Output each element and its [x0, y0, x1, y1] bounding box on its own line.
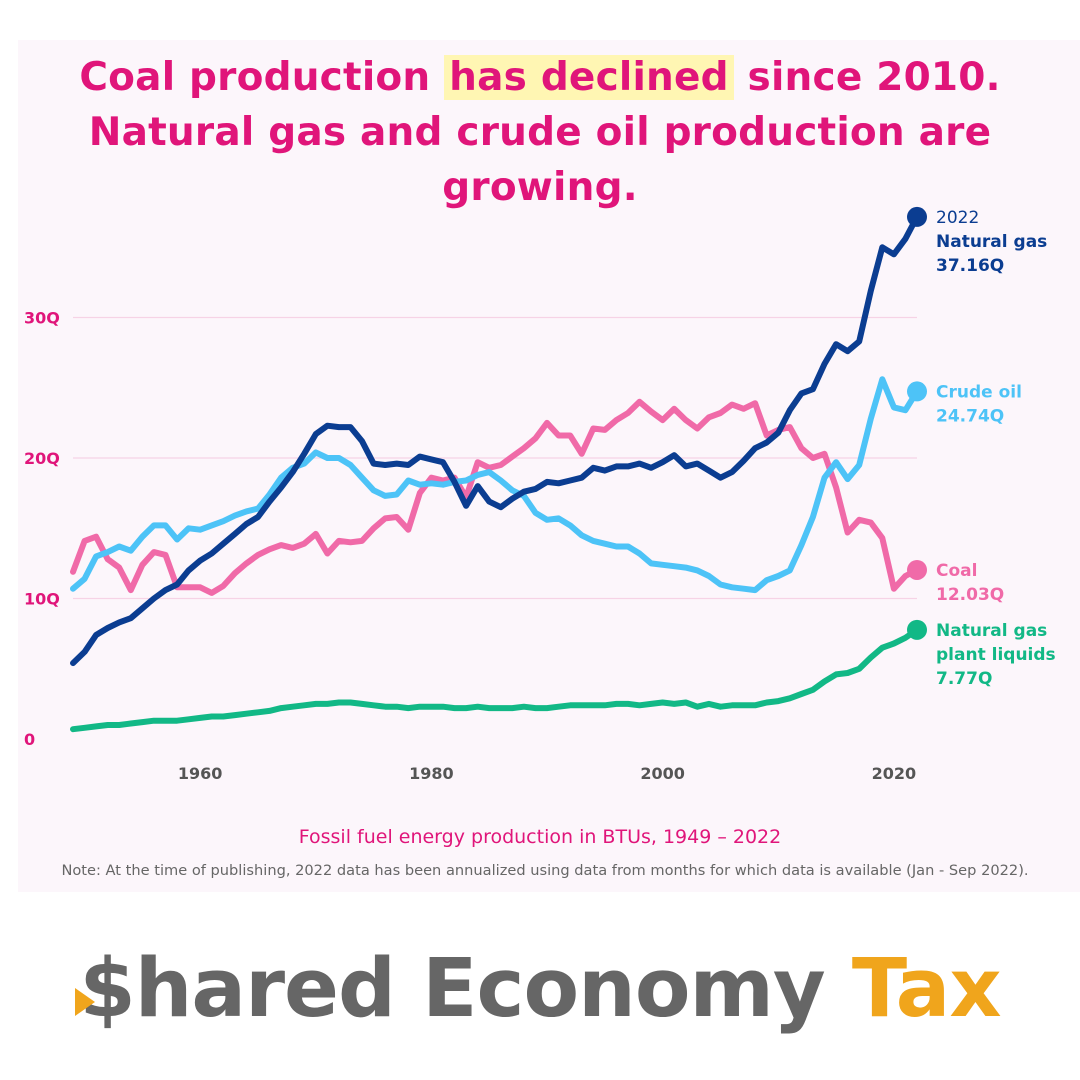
end-point-coal [907, 559, 927, 580]
brand-triangle-icon [75, 988, 96, 1016]
brand-word-shared-economy: hared Economy [134, 942, 852, 1036]
x-tick-label: 2020 [872, 764, 917, 783]
end-label-name: Natural gas [936, 232, 1047, 252]
series-line-natural-gas [70, 213, 920, 667]
chart-card [18, 40, 1080, 892]
y-tick-label: 30Q [24, 309, 60, 328]
end-point-natural-gas-plant-liquids [907, 619, 927, 640]
end-label-value: 12.03Q [936, 585, 1004, 605]
end-label-value: 7.77Q [936, 669, 992, 689]
brand-dollar: $ [75, 942, 136, 1036]
end-label-year: 2022 [936, 208, 979, 228]
end-label-name: Natural gas [936, 621, 1047, 641]
end-label-name: plant liquids [936, 645, 1056, 665]
end-label-name: Coal [936, 561, 977, 581]
y-tick-label: 0 [24, 730, 35, 749]
x-tick-label: 1960 [178, 764, 223, 783]
end-label-value: 37.16Q [936, 256, 1004, 276]
title-highlight: has declined [444, 55, 734, 100]
x-tick-label: 2000 [640, 764, 685, 783]
y-tick-label: 10Q [24, 590, 60, 609]
end-label-name: Crude oil [936, 382, 1022, 402]
x-tick-label: 1980 [409, 764, 454, 783]
end-label-value: 24.74Q [936, 406, 1004, 426]
line-chart: 0 10Q 20Q 30Q 1960 1980 2000 2020 2022 Natural ga… [24, 206, 1056, 783]
page-title: Coal production has declined since 2010.… [0, 50, 1080, 215]
y-tick-label: 20Q [24, 449, 60, 468]
end-point-crude-oil [907, 381, 927, 402]
title-rest: since 2010. Natural gas and crude oil pr… [88, 55, 1001, 210]
series-line-crude-oil [70, 376, 920, 594]
brand-word-tax: Tax [851, 942, 1002, 1036]
chart-note: Note: At the time of publishing, 2022 da… [61, 862, 1029, 879]
brand-logo: $hared Economy Tax [0, 934, 1080, 1044]
series-line-natural-gas-plant-liquids [70, 626, 920, 733]
end-point-natural-gas [907, 206, 927, 227]
chart-caption: Fossil fuel energy production in BTUs, 1… [298, 826, 782, 848]
title-lead: Coal production [79, 55, 445, 100]
